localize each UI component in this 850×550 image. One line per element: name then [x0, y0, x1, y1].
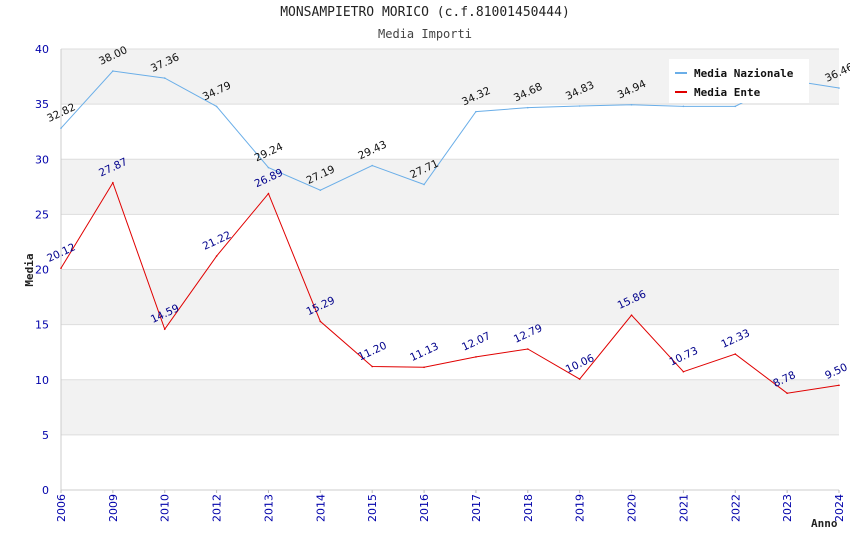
data-point: [319, 320, 322, 323]
data-label: 29.43: [356, 139, 388, 163]
data-label: 11.13: [408, 340, 440, 364]
data-point: [319, 189, 322, 192]
data-label: 21.22: [201, 229, 233, 253]
series-line-media-ente: [60, 181, 840, 394]
y-tick-label: 0: [42, 484, 49, 497]
x-tick-label: 2019: [574, 494, 587, 522]
grid-band: [61, 379, 839, 435]
data-point: [60, 267, 62, 269]
x-tick-label: 2020: [626, 494, 639, 522]
data-point: [527, 348, 529, 350]
data-point: [112, 181, 114, 184]
data-point: [838, 384, 840, 387]
x-tick-label: 2006: [55, 494, 68, 522]
data-point: [423, 183, 425, 186]
data-label: 11.20: [356, 340, 388, 364]
data-point: [838, 87, 840, 89]
x-tick-label: 2016: [418, 494, 431, 522]
y-tick-label: 15: [35, 319, 49, 332]
data-point: [578, 105, 581, 107]
x-tick-label: 2017: [470, 494, 483, 522]
data-point: [215, 255, 218, 257]
data-point: [423, 366, 425, 369]
x-tick-label: 2015: [366, 494, 379, 522]
data-label: 9.50: [823, 361, 849, 382]
x-tick-label: 2012: [211, 494, 224, 522]
series-line-media-nazionale: [60, 70, 840, 191]
y-tick-label: 20: [35, 264, 49, 277]
data-point: [371, 365, 374, 368]
x-tick-label: 2021: [677, 494, 690, 522]
data-point: [682, 105, 685, 108]
x-tick-label: 2022: [729, 494, 742, 522]
data-point: [215, 105, 218, 108]
x-tick-label: 2018: [522, 494, 535, 522]
x-tick-label: 2023: [781, 494, 794, 522]
data-point: [786, 392, 788, 395]
y-tick-label: 30: [35, 153, 49, 166]
data-point: [475, 356, 477, 358]
data-label: 10.73: [668, 345, 700, 369]
legend-label: Media Nazionale: [694, 67, 794, 80]
grid-band: [61, 159, 839, 215]
data-point: [60, 127, 62, 129]
x-tick-label: 2013: [262, 494, 275, 522]
y-tick-label: 40: [35, 43, 49, 56]
data-point: [475, 110, 477, 113]
data-label: 12.79: [512, 322, 544, 346]
chart-title: MONSAMPIETRO MORICO (c.f.81001450444): [280, 5, 570, 20]
data-point: [527, 106, 529, 109]
y-tick-label: 10: [35, 374, 49, 387]
data-point: [267, 192, 270, 195]
y-axis-title: Media: [23, 253, 36, 286]
x-tick-label: 2014: [314, 494, 327, 522]
data-point: [163, 328, 166, 330]
grid-band: [61, 269, 839, 325]
data-point: [734, 353, 737, 355]
data-point: [163, 77, 166, 79]
data-point: [267, 166, 270, 169]
data-label: 10.06: [564, 352, 597, 376]
y-tick-label: 35: [35, 98, 49, 111]
x-tick-label: 2009: [107, 494, 120, 522]
data-point: [682, 370, 685, 373]
data-point: [371, 164, 374, 167]
data-point: [734, 105, 737, 108]
data-point: [112, 70, 114, 72]
x-tick-label: 2024: [833, 494, 846, 522]
legend-label: Media Ente: [694, 86, 761, 99]
x-axis-title: Anno: [811, 517, 838, 530]
y-tick-label: 5: [42, 429, 49, 442]
data-point: [578, 378, 581, 380]
y-tick-label: 25: [35, 208, 49, 221]
data-point: [630, 103, 633, 106]
chart-subtitle: Media Importi: [378, 27, 472, 41]
x-tick-label: 2010: [159, 494, 172, 522]
data-point: [630, 314, 633, 316]
legend-box: [669, 59, 809, 103]
data-label: 12.33: [719, 327, 751, 351]
data-label: 12.07: [460, 330, 492, 354]
